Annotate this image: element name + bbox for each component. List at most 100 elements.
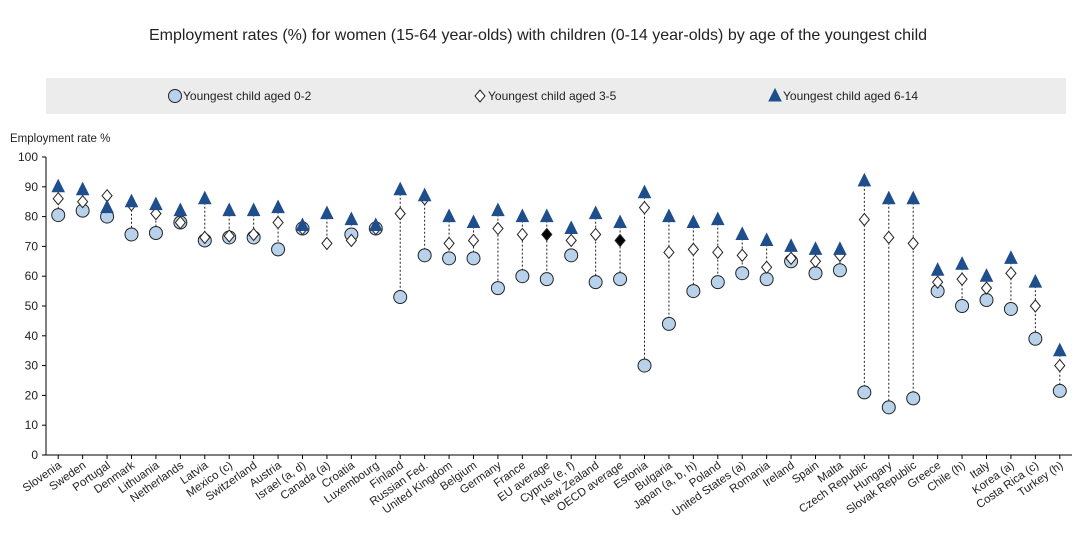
dot-marker <box>760 260 773 275</box>
dot-marker <box>857 385 872 400</box>
y-tick-label: 80 <box>25 210 39 224</box>
dot-marker <box>174 215 187 230</box>
dot-marker <box>613 214 627 229</box>
dot-marker <box>222 202 237 217</box>
dot-marker <box>832 263 847 278</box>
dot-marker <box>638 200 651 215</box>
dot-marker <box>52 191 64 206</box>
dot-marker <box>809 254 822 269</box>
dot-marker <box>197 190 212 205</box>
dot-marker <box>76 194 89 209</box>
legend-label: Youngest child aged 6-14 <box>783 89 918 103</box>
dot-marker <box>808 241 823 255</box>
dot-marker <box>759 272 774 287</box>
dot-marker <box>442 208 456 223</box>
legend-marker <box>768 87 782 102</box>
dot-marker <box>1028 331 1043 346</box>
dot-marker <box>955 299 970 313</box>
dot-marker <box>735 266 750 281</box>
dot-marker <box>710 275 725 290</box>
dot-marker <box>368 217 383 232</box>
chart-title: Employment rates (%) for women (15-64 ye… <box>149 27 927 44</box>
dot-marker <box>394 206 406 221</box>
y-axis-label: Employment rate % <box>10 133 110 145</box>
dot-marker <box>687 242 700 257</box>
dot-marker <box>246 202 261 217</box>
dot-marker <box>906 391 921 406</box>
dot-marker <box>466 214 481 229</box>
dot-marker <box>564 220 579 235</box>
dot-marker <box>442 251 457 266</box>
dot-marker <box>784 238 798 252</box>
dot-marker <box>589 227 602 242</box>
dot-marker <box>955 256 969 270</box>
dot-marker <box>564 248 579 263</box>
dot-marker <box>417 187 432 202</box>
dot-marker <box>149 196 163 211</box>
dot-marker <box>490 281 505 296</box>
legend-marker <box>168 89 182 103</box>
dot-marker <box>516 227 529 242</box>
dot-marker <box>1028 274 1043 288</box>
dot-marker <box>539 208 554 223</box>
legend-marker <box>474 89 486 103</box>
dot-marker <box>637 184 652 199</box>
dot-marker <box>51 178 66 193</box>
legend-label: Youngest child aged 0-2 <box>183 89 312 103</box>
dot-marker <box>712 245 724 260</box>
dot-marker <box>858 212 871 227</box>
dot-marker <box>956 272 968 286</box>
dot-marker <box>541 227 553 242</box>
dot-marker <box>1004 250 1018 264</box>
dot-marker <box>199 230 211 245</box>
dot-marker <box>51 208 66 223</box>
dot-marker <box>344 211 359 226</box>
y-tick-label: 40 <box>25 329 39 343</box>
dot-marker <box>883 230 895 245</box>
dot-marker <box>393 290 408 305</box>
dot-marker <box>857 172 872 187</box>
y-tick-label: 90 <box>25 180 39 194</box>
dot-marker <box>979 268 994 282</box>
dot-marker <box>1052 383 1067 398</box>
dot-marker <box>588 205 603 220</box>
dot-marker <box>321 236 333 251</box>
dot-marker <box>150 206 162 221</box>
dot-marker <box>710 211 725 226</box>
legend-label: Youngest child aged 3-5 <box>488 89 617 103</box>
dot-marker <box>1003 301 1018 316</box>
dot-marker <box>637 358 652 373</box>
dot-marker <box>663 245 675 260</box>
y-tick-label: 70 <box>25 239 39 253</box>
dot-marker <box>173 202 188 217</box>
dot-marker <box>906 190 921 205</box>
dot-marker <box>467 233 480 248</box>
dot-marker <box>271 199 285 214</box>
dot-marker <box>588 275 603 290</box>
dot-marker <box>613 272 628 287</box>
dot-marker <box>931 275 944 289</box>
dot-marker <box>124 227 139 242</box>
dot-marker <box>1054 358 1066 373</box>
dot-marker <box>1052 342 1067 357</box>
y-tick-label: 50 <box>25 299 39 313</box>
y-tick-label: 60 <box>25 269 39 283</box>
dot-marker <box>907 236 919 251</box>
dot-marker <box>124 193 139 208</box>
dot-marker <box>100 199 114 214</box>
dot-marker <box>75 181 90 196</box>
y-tick-label: 20 <box>25 388 39 402</box>
dot-marker <box>393 181 408 196</box>
dot-marker <box>736 248 748 263</box>
dot-marker <box>492 221 504 236</box>
dot-marker <box>881 400 896 415</box>
dot-marker <box>515 208 530 223</box>
y-tick-label: 30 <box>25 359 39 373</box>
dot-marker <box>345 233 358 248</box>
dot-marker <box>686 284 701 299</box>
dot-marker <box>759 232 774 246</box>
dot-marker <box>833 241 847 255</box>
legend-box <box>46 78 1066 114</box>
x-tick-label: Spain <box>790 460 821 487</box>
